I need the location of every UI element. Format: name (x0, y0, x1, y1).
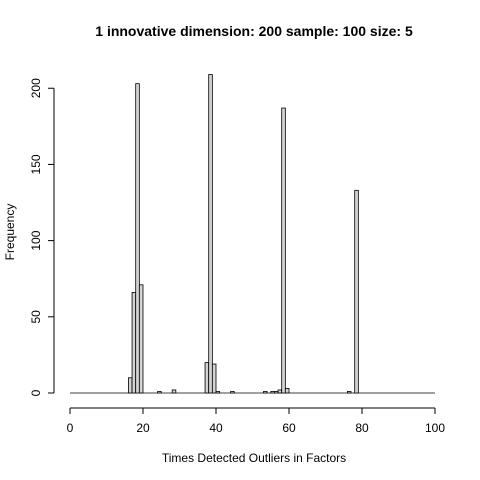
x-tick-label: 60 (282, 421, 296, 435)
histogram-bar (211, 363, 217, 394)
histogram-bar (208, 74, 213, 394)
x-tick-label: 40 (209, 421, 223, 435)
plot-area (70, 74, 435, 394)
histogram-bar (127, 377, 133, 394)
histogram-bar (138, 284, 144, 394)
y-tick-label: 100 (29, 230, 43, 250)
y-tick-label: 0 (29, 389, 43, 396)
y-tick-label: 50 (29, 310, 43, 324)
histogram-bar (277, 389, 283, 394)
x-tick-label: 20 (136, 421, 150, 435)
histogram-bar (354, 189, 359, 394)
histogram-bar (135, 83, 140, 394)
x-tick-label: 100 (425, 421, 445, 435)
histogram-bar (215, 391, 221, 394)
histogram-bar (281, 107, 286, 394)
x-axis: 0 20 40 60 80 100 (67, 407, 445, 435)
y-tick-label: 200 (29, 78, 43, 98)
histogram-bar (171, 389, 177, 394)
histogram-bar (131, 292, 137, 394)
x-axis-label: Times Detected Outliers in Factors (162, 451, 346, 465)
histogram-bar (157, 391, 162, 394)
histogram-bar (204, 362, 210, 394)
histogram-bar (346, 391, 352, 394)
y-axis-label: Frequency (3, 204, 17, 261)
histogram-bar (263, 391, 268, 394)
histogram-bar (270, 391, 275, 394)
y-axis: 0 50 100 150 200 (29, 78, 55, 396)
x-tick-label: 80 (355, 421, 369, 435)
histogram-bar (273, 391, 279, 394)
y-tick-label: 150 (29, 154, 43, 174)
histogram-bar (284, 388, 290, 394)
x-tick-label: 0 (67, 421, 74, 435)
histogram-bar (230, 391, 235, 394)
chart-title: 1 innovative dimension: 200 sample: 100 … (95, 23, 413, 39)
